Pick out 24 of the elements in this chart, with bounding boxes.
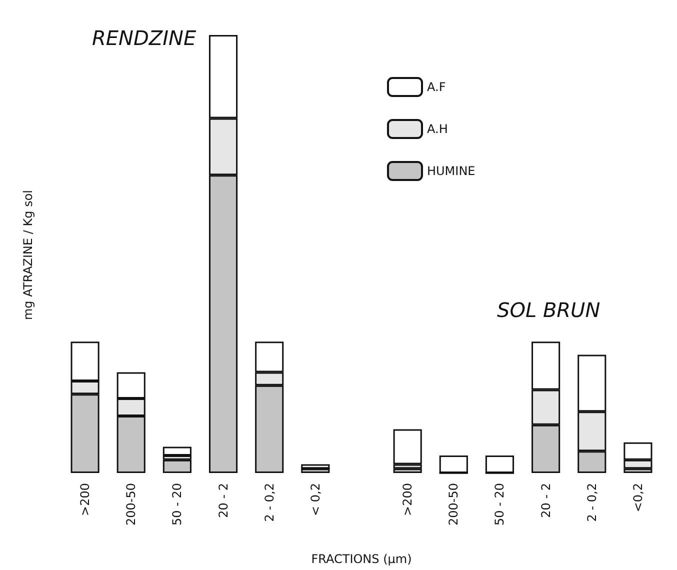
x-tick-label: >200 [78, 483, 92, 516]
legend-label: A.H [427, 122, 448, 136]
x-tick-label: 50 - 20 [170, 483, 184, 526]
x-tick-label: 20 - 2 [538, 483, 553, 518]
x-tick-label: 50 - 20 [492, 483, 507, 526]
bar [485, 455, 514, 473]
bar [301, 464, 330, 469]
bar [393, 429, 422, 464]
x-tick-label: 200-50 [124, 483, 138, 526]
annotation: RENDZINE [92, 26, 196, 50]
annotation: SOL BRUN [497, 298, 600, 322]
bar [439, 455, 468, 473]
x-tick-label: >200 [400, 483, 415, 516]
y-axis-title: mg ATRAZINE / Kg sol [21, 190, 35, 320]
x-tick-label: 2 - 0,2 [584, 483, 599, 522]
x-tick-label: 2 - 0,2 [262, 483, 276, 522]
x-tick-label: < 0,2 [308, 483, 322, 516]
x-axis-title: FRACTIONS (µm) [311, 552, 412, 566]
x-tick-label: 200-50 [446, 483, 461, 526]
x-tick-label: 20 - 2 [216, 483, 230, 518]
bar [162, 460, 192, 473]
legend-label: HUMINE [427, 164, 476, 178]
legend-label: A.F [427, 80, 446, 94]
x-tick-label: <0,2 [630, 483, 645, 512]
